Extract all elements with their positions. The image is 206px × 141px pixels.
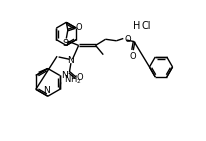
Text: N: N: [43, 86, 50, 95]
Text: NH$_2$: NH$_2$: [64, 74, 82, 86]
Text: O: O: [124, 35, 131, 44]
Text: O: O: [76, 23, 82, 32]
Text: Cl: Cl: [142, 21, 151, 31]
Text: O: O: [76, 73, 83, 82]
Text: H: H: [133, 21, 140, 31]
Text: N: N: [61, 71, 68, 80]
Text: O: O: [129, 52, 136, 61]
Text: N: N: [68, 56, 74, 65]
Text: S: S: [63, 39, 68, 48]
